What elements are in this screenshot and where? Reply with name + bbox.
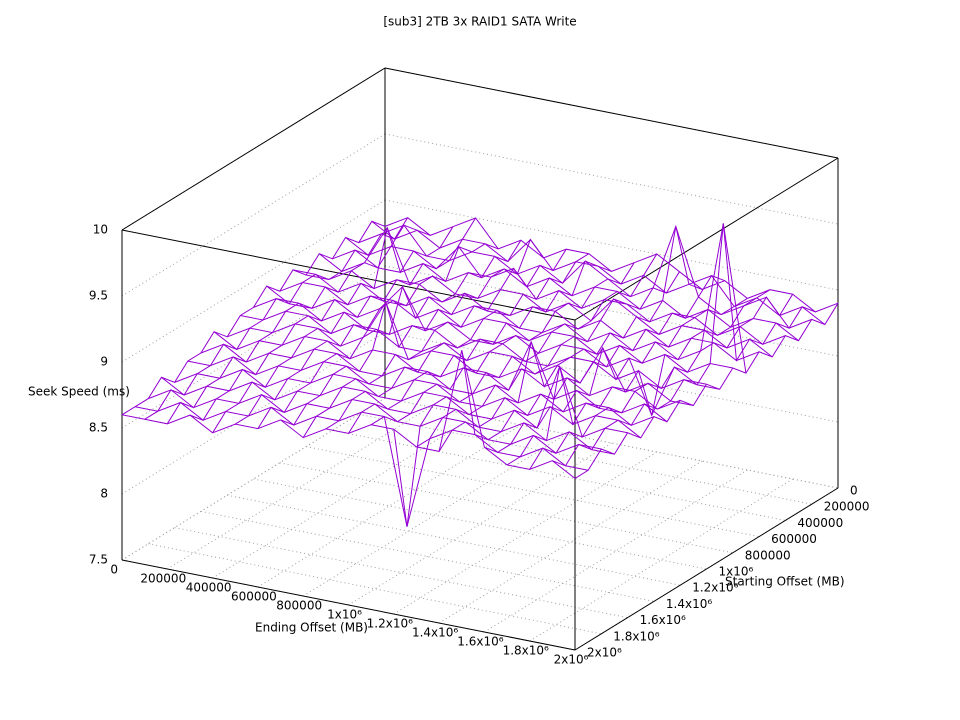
grid-line (279, 462, 733, 554)
grid-line (121, 133, 386, 297)
surface-column (166, 224, 431, 425)
grid-line (121, 331, 386, 495)
z-axis-label: Seek Speed (ms) (28, 385, 130, 399)
z-tick-label: 9 (100, 355, 108, 369)
surface-column (416, 271, 680, 448)
grid-line (121, 265, 386, 429)
grid-line (253, 478, 707, 570)
axis-box (384, 67, 839, 159)
surface-column (144, 217, 409, 420)
axis-box (574, 157, 839, 321)
z-tick-label: 8 (100, 487, 108, 501)
x-tick-label: 2x10⁶ (554, 653, 589, 667)
grid-line (438, 460, 703, 624)
x-tick-label: 1x10⁶ (327, 608, 362, 622)
z-tick-label: 9.5 (89, 289, 108, 303)
x-tick-label: 200000 (140, 572, 186, 586)
y-tick-label: 400000 (797, 516, 843, 530)
surface-column (257, 239, 522, 429)
axis-box (121, 559, 576, 651)
grid-line (393, 451, 658, 615)
grid-line (306, 446, 760, 538)
surface-column (302, 248, 567, 438)
surface-column (552, 223, 816, 467)
y-tick-label: 1x10⁶ (719, 565, 754, 579)
surface-column (529, 293, 794, 470)
surface-column (280, 238, 544, 426)
surface-column (234, 243, 499, 425)
y-tick-label: 1.2x10⁶ (692, 581, 738, 595)
x-tick-label: 0 (110, 563, 118, 577)
x-tick-label: 1.6x10⁶ (457, 635, 503, 649)
surface-column (189, 226, 454, 421)
grid-line (358, 413, 812, 505)
surface-row (292, 223, 747, 374)
grid-line (384, 265, 839, 357)
x-tick-label: 1.4x10⁶ (412, 626, 458, 640)
surface-row (358, 224, 812, 329)
y-tick-label: 200000 (824, 500, 870, 514)
z-tick-label: 7.5 (89, 553, 108, 567)
grid-line (174, 527, 628, 619)
x-tick-label: 800000 (276, 599, 322, 613)
x-tick-label: 1.2x10⁶ (367, 617, 413, 631)
surface-column (506, 289, 771, 466)
surface-row (253, 298, 707, 389)
surface-row (266, 285, 720, 417)
grid-line (384, 199, 839, 291)
surface-column (212, 217, 477, 434)
grid-line (332, 429, 786, 521)
surface-column (438, 226, 703, 452)
surface-column (461, 274, 725, 441)
y-tick-label: 0 (850, 484, 858, 498)
x-axis-label: Ending Offset (MB) (255, 621, 368, 635)
surface-column (484, 297, 748, 453)
surface-column (574, 302, 839, 479)
surface-row (121, 350, 576, 479)
y-tick-label: 600000 (771, 532, 817, 546)
surface-column (370, 262, 635, 426)
z-tick-label: 8.5 (89, 421, 108, 435)
surface-row (345, 237, 799, 342)
grid-line (148, 543, 602, 635)
surface-column (325, 253, 590, 430)
surface-column (121, 220, 386, 416)
y-tick-label: 1.8x10⁶ (613, 629, 659, 643)
surface-row (161, 376, 615, 455)
axis-box (574, 487, 839, 651)
y-tick-label: 2x10⁶ (587, 646, 622, 660)
x-tick-label: 600000 (231, 590, 277, 604)
y-tick-label: 1.6x10⁶ (640, 613, 686, 627)
x-tick-label: 400000 (186, 581, 232, 595)
axis-box (121, 67, 386, 231)
grid-line (200, 510, 654, 602)
grid-line (384, 133, 839, 225)
z-tick-label: 10 (93, 223, 108, 237)
grid-line (257, 424, 522, 588)
surface-row (135, 401, 589, 527)
y-axis-label: Starting Offset (MB) (725, 575, 845, 589)
x-tick-label: 1.8x10⁶ (503, 644, 549, 658)
chart-title: [sub3] 2TB 3x RAID1 SATA Write (383, 15, 576, 29)
surface-column (348, 260, 612, 434)
grid-line (227, 494, 681, 586)
y-tick-label: 1.4x10⁶ (666, 597, 712, 611)
surface-column (393, 253, 658, 527)
y-tick-label: 800000 (745, 548, 791, 562)
